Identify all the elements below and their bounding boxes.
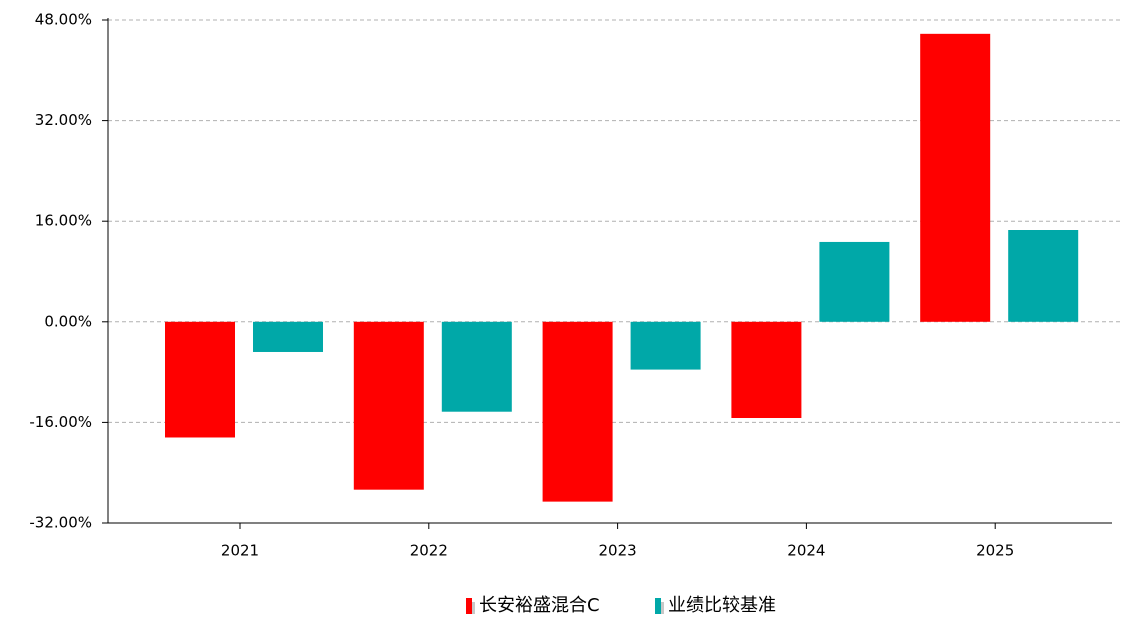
legend-swatch-shadow [661, 602, 664, 614]
y-tick-label: -32.00% [29, 514, 92, 532]
y-tick-label: -16.00% [29, 413, 92, 431]
y-tick-label: 16.00% [35, 212, 92, 230]
legend-swatch [655, 598, 661, 614]
x-tick-label: 2024 [787, 542, 825, 560]
bar [542, 321, 613, 502]
legend-swatch-shadow [472, 602, 475, 614]
bar [441, 321, 512, 412]
legend-label: 业绩比较基准 [668, 595, 776, 616]
legend-label: 长安裕盛混合C [479, 595, 600, 616]
x-tick-label: 2025 [976, 542, 1014, 560]
bar [253, 321, 323, 352]
bar [1008, 230, 1079, 322]
bar [353, 321, 424, 490]
bar [920, 33, 991, 322]
y-tick-label: 48.00% [35, 11, 92, 29]
legend-swatch [466, 598, 472, 614]
x-tick-label: 2022 [410, 542, 448, 560]
y-tick-label: 32.00% [35, 111, 92, 129]
y-tick-label: 0.00% [44, 312, 92, 330]
x-tick-label: 2021 [221, 542, 259, 560]
bar [819, 241, 890, 322]
bar [165, 321, 235, 438]
bar [630, 321, 701, 370]
x-tick-label: 2023 [599, 542, 637, 560]
bar [731, 321, 802, 418]
